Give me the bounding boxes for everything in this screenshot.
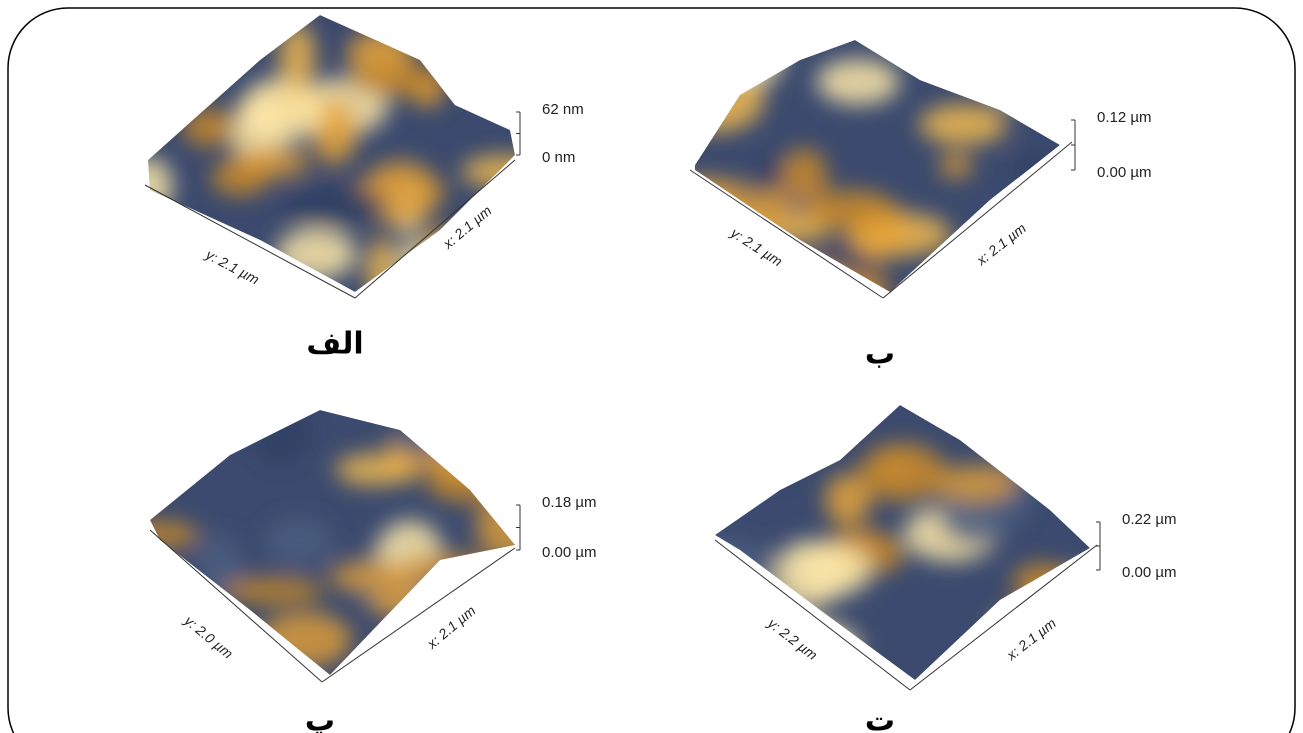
surface-feature [182,108,235,146]
surface-feature [796,544,872,596]
surface-feature [381,633,425,664]
surface-feature [731,34,783,86]
z-min-label: 0.00 µm [542,544,597,561]
surface-feature [803,190,895,230]
surface-feature [279,23,315,93]
panel-caption: ت [865,704,895,733]
surface-feature [223,578,323,604]
surface-feature [665,29,728,54]
surface-feature [756,444,795,481]
y-axis-label: y: 2.2 µm [764,614,820,663]
surface-feature [123,521,198,548]
surface-feature [276,228,357,280]
surface-feature [686,374,783,437]
surface-feature [699,584,781,626]
surface-feature [1012,563,1073,600]
surface-feature [859,443,945,502]
afm-surface [121,15,545,303]
surface-feature [744,189,793,232]
z-min-label: 0 nm [542,149,575,166]
surface-feature [754,263,864,315]
afm-surface [646,29,1078,319]
surface-feature [264,518,334,566]
z-max-label: 0.22 µm [1122,511,1177,528]
figure: 62 nm 0 nm y: 2.1 µm x: 2.1 µm الف 0.12 µm 0.0… [0,0,1303,733]
surface-feature [852,270,888,311]
surface-feature [252,399,309,463]
surface-feature [682,424,772,482]
y-axis-label: y: 2.1 µm [202,246,262,288]
z-max-label: 0.12 µm [1097,109,1152,126]
z-max-label: 62 nm [542,101,584,118]
surface-feature [745,426,779,470]
surface-feature [258,611,351,667]
x-axis-label: x: 2.1 µm [973,220,1029,269]
z-min-label: 0.00 µm [1097,164,1152,181]
surface-feature [646,178,752,208]
surface-feature [690,62,726,87]
surface-feature [919,104,1007,145]
surface-feature [281,186,386,226]
y-axis-label: y: 2.1 µm [727,224,785,270]
surface-feature [336,453,412,486]
surface-feature [670,64,765,133]
surface-feature [373,648,466,678]
surface-feature [442,38,511,58]
surface-feature [1013,153,1053,184]
surface-feature [392,415,496,460]
panel-caption: الف [306,327,363,362]
surface-feature [939,153,972,179]
surface-feature [466,390,507,430]
panel-caption: ب [865,337,895,372]
surface-feature [460,598,543,647]
surface-feature [350,65,451,97]
surface-feature [956,261,1062,319]
x-axis-label: x: 2.1 µm [423,602,479,652]
afm-surface [676,374,1115,705]
z-max-label: 0.18 µm [542,494,597,511]
surface-feature [817,59,900,105]
y-axis-label: y: 2.0 µm [181,612,237,662]
surface-feature [241,77,324,143]
surface-feature [461,155,545,188]
surface-feature [676,538,771,589]
surface-feature [989,77,1071,104]
panel-caption: پ [305,704,335,733]
surface-feature [696,652,742,704]
surface-feature [211,159,269,196]
surface-feature [124,157,173,214]
surface-feature [476,492,545,560]
surface-feature [398,241,433,275]
surface-feature [121,255,174,286]
afm-surface [123,390,546,687]
x-axis-label: x: 2.1 µm [1003,615,1059,664]
z-min-label: 0.00 µm [1122,564,1177,581]
surface-feature [479,651,514,675]
surface-feature [419,447,507,475]
surface-feature [366,238,398,303]
surface-feature [329,561,424,593]
